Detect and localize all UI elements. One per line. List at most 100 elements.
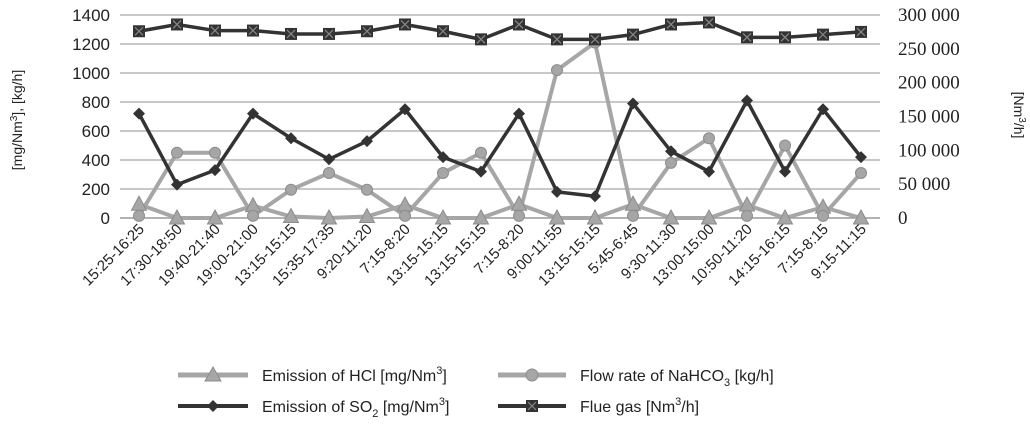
legend-item-flue-gas: Flue gas [Nm3/h] xyxy=(498,396,699,416)
svg-text:Emission of SO2 [mg/Nm3]: Emission of SO2 [mg/Nm3] xyxy=(262,396,449,420)
data-point-hcl xyxy=(282,207,300,224)
series-line-so2 xyxy=(137,98,863,198)
left-tick-label: 400 xyxy=(82,151,110,170)
data-point-nahco3 xyxy=(171,146,183,159)
right-tick-label: 100 000 xyxy=(898,140,960,161)
data-point-nahco3 xyxy=(741,209,753,222)
left-tick-label: 0 xyxy=(101,209,110,228)
legend: Emission of HCl [mg/Nm3] Flow rate of Na… xyxy=(178,365,774,420)
data-point-nahco3 xyxy=(513,209,525,222)
data-point-nahco3 xyxy=(855,167,867,180)
data-point-so2 xyxy=(285,132,297,145)
data-point-nahco3 xyxy=(665,156,677,169)
data-point-hcl xyxy=(776,208,794,225)
right-tick-label: 300 000 xyxy=(898,5,960,26)
legend-item-nahco3: Flow rate of NaHCO3 [kg/h] xyxy=(498,368,774,389)
left-axis-label: [mg/Nm3], [kg/h] xyxy=(9,70,25,170)
data-point-flue xyxy=(475,33,487,46)
data-point-so2 xyxy=(817,103,829,116)
data-point-hcl xyxy=(358,207,376,224)
data-point-flue xyxy=(285,27,297,40)
data-point-nahco3 xyxy=(475,146,487,159)
data-point-hcl xyxy=(472,208,490,225)
data-point-so2 xyxy=(513,107,525,120)
data-point-nahco3 xyxy=(323,167,335,180)
left-tick-label: 1200 xyxy=(72,35,110,54)
data-point-flue xyxy=(361,25,373,38)
data-point-nahco3 xyxy=(817,209,829,222)
data-point-flue xyxy=(171,18,183,31)
data-point-hcl xyxy=(168,208,186,225)
data-point-hcl xyxy=(662,208,680,225)
data-point-nahco3 xyxy=(247,209,259,222)
data-point-so2 xyxy=(323,153,335,166)
svg-text:Emission of HCl [mg/Nm3]: Emission of HCl [mg/Nm3] xyxy=(262,365,447,385)
data-point-flue xyxy=(437,25,449,38)
data-point-flue xyxy=(703,16,715,29)
data-point-so2 xyxy=(475,165,487,178)
series-markers xyxy=(130,16,870,225)
diamond-marker-icon xyxy=(207,400,219,412)
data-point-so2 xyxy=(627,97,639,110)
series-line-nahco3 xyxy=(137,40,863,218)
right-axis-label: [Nm3/h] xyxy=(1011,92,1027,139)
data-point-hcl xyxy=(700,208,718,225)
series-line-flue xyxy=(138,20,862,42)
svg-text:Flue gas [Nm3/h]: Flue gas [Nm3/h] xyxy=(580,396,699,416)
left-axis-ticks: 0 200 400 600 800 1000 1200 1400 xyxy=(72,6,110,228)
data-point-so2 xyxy=(855,151,867,164)
data-point-hcl xyxy=(206,208,224,225)
data-point-so2 xyxy=(703,165,715,178)
data-point-nahco3 xyxy=(779,139,791,152)
data-point-hcl xyxy=(396,195,414,212)
data-point-nahco3 xyxy=(209,146,221,159)
x-axis-ticks: 15:25-16:2517:30-18:5019:40-21:4019:00-2… xyxy=(79,221,870,290)
data-point-flue xyxy=(209,24,221,37)
left-tick-label: 1400 xyxy=(72,6,110,25)
data-point-nahco3 xyxy=(133,209,145,222)
data-point-flue xyxy=(817,28,829,41)
left-tick-label: 1000 xyxy=(72,64,110,83)
right-tick-label: 250 000 xyxy=(898,39,960,60)
data-point-hcl xyxy=(320,208,338,225)
data-point-flue xyxy=(665,18,677,31)
data-point-hcl xyxy=(130,195,148,211)
data-point-flue xyxy=(399,18,411,31)
legend-item-hcl: Emission of HCl [mg/Nm3] xyxy=(178,365,447,385)
data-point-so2 xyxy=(171,178,183,191)
data-point-so2 xyxy=(589,190,601,203)
data-point-nahco3 xyxy=(437,167,449,180)
data-point-flue xyxy=(627,28,639,41)
left-tick-label: 800 xyxy=(82,93,110,112)
right-tick-label: 200 000 xyxy=(898,73,960,94)
data-point-flue xyxy=(551,33,563,46)
data-point-so2 xyxy=(437,151,449,164)
data-point-so2 xyxy=(551,185,563,198)
data-point-flue xyxy=(513,18,525,31)
data-point-nahco3 xyxy=(285,183,297,196)
data-point-flue xyxy=(247,24,259,37)
left-tick-label: 600 xyxy=(82,122,110,141)
data-point-nahco3 xyxy=(627,209,639,222)
data-point-so2 xyxy=(361,135,373,148)
data-point-so2 xyxy=(133,107,145,120)
right-axis-ticks: 0 50 000 100 000 150 000 200 000 250 000 300 0… xyxy=(898,5,960,229)
data-point-flue xyxy=(779,31,791,44)
right-tick-label: 50 000 xyxy=(898,174,950,195)
triangle-marker-icon xyxy=(204,365,222,382)
data-point-hcl xyxy=(434,208,452,225)
data-point-so2 xyxy=(399,103,411,116)
data-point-flue xyxy=(741,31,753,44)
data-point-nahco3 xyxy=(703,132,715,145)
square-x-marker-icon xyxy=(526,400,538,412)
data-point-nahco3 xyxy=(361,183,373,196)
data-point-flue xyxy=(133,25,145,38)
data-point-so2 xyxy=(209,164,221,177)
svg-text:Flow rate of NaHCO3 [kg/h]: Flow rate of NaHCO3 [kg/h] xyxy=(580,368,774,389)
circle-marker-icon xyxy=(525,368,539,382)
data-point-hcl xyxy=(852,208,870,225)
gridlines xyxy=(120,14,880,219)
data-point-flue xyxy=(855,25,867,38)
left-tick-label: 200 xyxy=(82,180,110,199)
